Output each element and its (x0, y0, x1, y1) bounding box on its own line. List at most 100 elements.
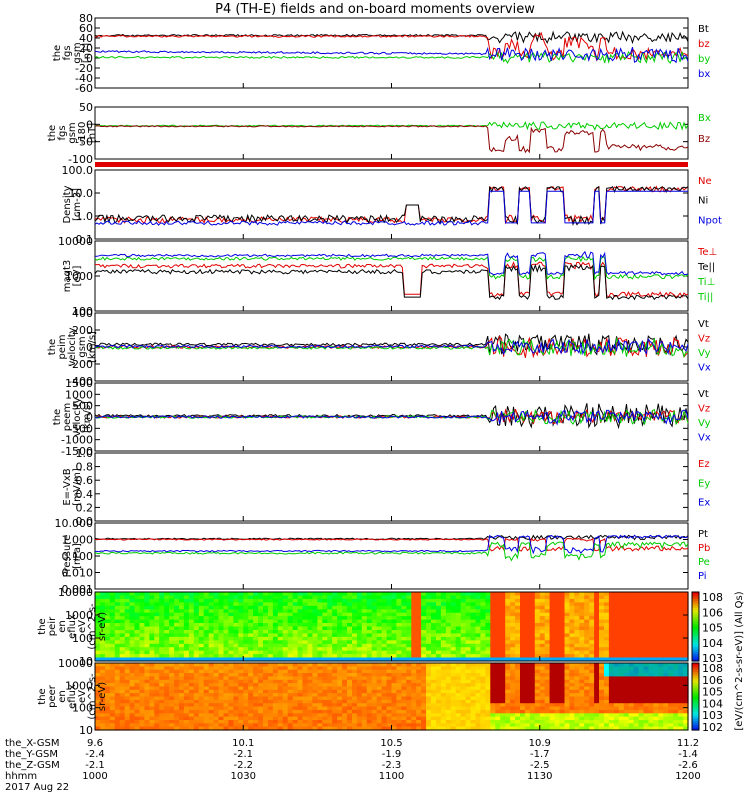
colorbar-label: 108 (702, 591, 723, 604)
colorbar-segment (692, 707, 699, 711)
y-tick-label: 0.4 (76, 488, 94, 501)
series-Vx (94, 338, 689, 356)
y-axis-label-1: the fgs gsm [nT] (52, 42, 93, 63)
colorbar-segment (692, 633, 699, 637)
panel-frame-7 (94, 452, 689, 522)
colorbar-label: 106 (702, 606, 723, 619)
colorbar-frame (691, 591, 700, 662)
y-tick-label: 100 (72, 632, 93, 645)
y-axis-label-6: the peem velocity [km/s] (52, 397, 93, 436)
footer-value: -2.6 (678, 760, 698, 771)
colorbar-segment (692, 694, 699, 698)
legend-entry: Ex (698, 498, 710, 509)
y-tick-label: 10 (79, 724, 93, 737)
y-axis-label-line: fgs (57, 125, 68, 140)
y-axis-label-9: the peir en eflux eV (cm^2-s-sr-eV) (37, 603, 108, 650)
y-axis-label-7: E=-VxB [mV/m] (62, 468, 83, 506)
y-axis-label-line: Pressure (62, 535, 73, 578)
colorbar-segment (692, 612, 699, 616)
y-tick-label: -200 (68, 358, 93, 371)
y-tick-label: 1000 (65, 388, 93, 401)
colorbar-axis-label: [eV/(cm^2-s-sr-eV)] (All Qs) (734, 591, 745, 730)
colorbar-segment (692, 619, 699, 623)
y-axis-label-line: velocity (72, 397, 83, 436)
y-tick-label: 0 (86, 341, 93, 354)
y-tick-label: 10000 (58, 235, 93, 248)
legend-entry: Vx (698, 363, 711, 374)
series-Vy-e (94, 408, 689, 426)
y-axis-label-line: [km/s] (82, 401, 93, 433)
legend-entry: Vt (698, 319, 709, 330)
series-Te-par (94, 263, 689, 301)
series-Ne (94, 185, 689, 225)
y-axis-label-line: [nT] (82, 43, 93, 63)
colorbar-segment (692, 635, 699, 639)
y-axis-label-line: E=-VxB (62, 468, 73, 505)
series-Pb (94, 537, 689, 552)
colorbar-segment (692, 594, 699, 598)
y-tick-label: 100.0 (62, 164, 94, 177)
y-tick-label: 0.8 (76, 461, 94, 474)
y-axis-label-line: eflux (67, 684, 78, 709)
colorbar-segment (692, 674, 699, 677)
y-axis-label-line: gsm (72, 42, 83, 63)
series-Npot (94, 190, 688, 226)
colorbar-label: 105 (702, 622, 723, 635)
y-axis-label-line: [cm-3] (72, 188, 83, 221)
y-tick-label: 10 (79, 655, 93, 668)
legend-entry: bx (698, 69, 710, 80)
legend-entry: Te|| (697, 262, 715, 273)
legend-entry: Ey (698, 478, 710, 489)
y-axis-label-5: the peim velocity gsm [km/s] (47, 327, 98, 366)
colorbar-label: 106 (702, 674, 723, 687)
y-axis-label-line: velocity (67, 327, 78, 366)
y-axis-label-line: [mV/m] (72, 468, 83, 506)
y-tick-label: 0.0 (76, 515, 94, 528)
footer-value: 10.9 (529, 738, 551, 749)
figure-title: P4 (TH-E) fields and on-board moments ov… (215, 2, 535, 17)
y-axis-label-10: the peer en eflux eV (cm^2-s-sr-eV) (37, 673, 108, 720)
legend-entry: Vz (698, 334, 710, 345)
y-tick-label: -20 (75, 62, 93, 75)
y-axis-label-3: Density [cm-3] (62, 185, 83, 223)
y-axis-label-line: en (57, 690, 68, 703)
colorbar-segment (692, 685, 699, 689)
y-tick-label: 1000 (65, 679, 93, 692)
legend-entry: Bx (698, 113, 711, 124)
colorbar-segment (692, 631, 699, 634)
colorbar-segment (692, 718, 699, 722)
legend-entry: Pt (698, 529, 708, 540)
footer-date: 2017 Aug 22 (5, 782, 69, 793)
y-tick-label: 10000 (58, 657, 93, 670)
y-axis-label-4: magt3 [eV] (62, 260, 83, 293)
colorbar-segment (692, 624, 699, 628)
legend-entry: Npot (698, 215, 722, 226)
colorbar-segment (692, 703, 699, 707)
y-tick-label: 1.0 (76, 447, 94, 460)
y-tick-label: 0.1 (76, 233, 94, 246)
y-tick-label: 40 (79, 32, 93, 45)
legend-entry: Ti⊥ (697, 277, 715, 288)
y-tick-label: 10.000 (55, 517, 94, 530)
colorbar-segment (692, 696, 699, 700)
y-axis-label-line: [eV] (72, 266, 83, 287)
y-tick-label: 1.000 (62, 534, 94, 547)
colorbar-segment (692, 626, 699, 630)
footer-value: -2.1 (85, 760, 105, 771)
colorbar-label: 105 (702, 686, 723, 699)
footer-value: 1030 (231, 771, 256, 782)
y-tick-label: 0.001 (62, 583, 94, 596)
y-axis-label-line: [km/s] (87, 331, 98, 363)
y-tick-label: 1000 (65, 609, 93, 622)
colorbar-segment (692, 678, 699, 682)
colorbar-segment (692, 712, 699, 715)
y-tick-label: 0.100 (62, 550, 94, 563)
footer-value: 1100 (379, 771, 404, 782)
y-axis-label-line: peem (62, 403, 73, 431)
legend-entry: bz (698, 39, 710, 50)
y-axis-label-line: peim (57, 334, 68, 359)
series-Pt (94, 534, 689, 541)
legend-entry: Vy (698, 418, 711, 429)
colorbar-segment (692, 598, 699, 602)
y-tick-label: 10000 (58, 586, 93, 599)
